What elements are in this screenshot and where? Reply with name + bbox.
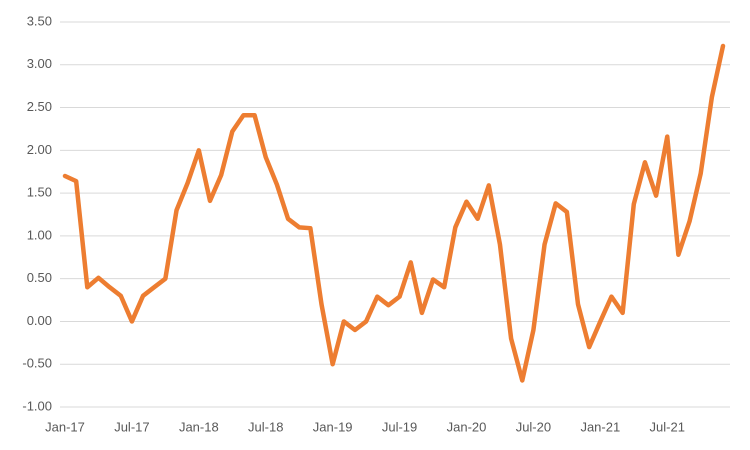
- y-tick-label: -1.00: [22, 398, 52, 413]
- x-tick-label: Jul-19: [382, 419, 417, 434]
- y-tick-label: 0.50: [27, 270, 52, 285]
- y-tick-label: 0.00: [27, 313, 52, 328]
- x-tick-label: Jul-17: [114, 419, 149, 434]
- x-tick-label: Jan-19: [313, 419, 353, 434]
- y-tick-label: 2.50: [27, 99, 52, 114]
- y-tick-label: 1.00: [27, 227, 52, 242]
- x-tick-label: Jul-20: [516, 419, 551, 434]
- x-tick-label: Jul-18: [248, 419, 283, 434]
- y-tick-label: 3.50: [27, 13, 52, 28]
- x-tick-label: Jul-21: [650, 419, 685, 434]
- x-tick-label: Jan-18: [179, 419, 219, 434]
- x-tick-label: Jan-20: [447, 419, 487, 434]
- y-tick-label: -0.50: [22, 356, 52, 371]
- y-tick-label: 2.00: [27, 142, 52, 157]
- x-tick-label: Jan-17: [45, 419, 85, 434]
- y-tick-label: 3.00: [27, 56, 52, 71]
- y-tick-label: 1.50: [27, 185, 52, 200]
- data-line: [62, 43, 726, 383]
- x-tick-label: Jan-21: [580, 419, 620, 434]
